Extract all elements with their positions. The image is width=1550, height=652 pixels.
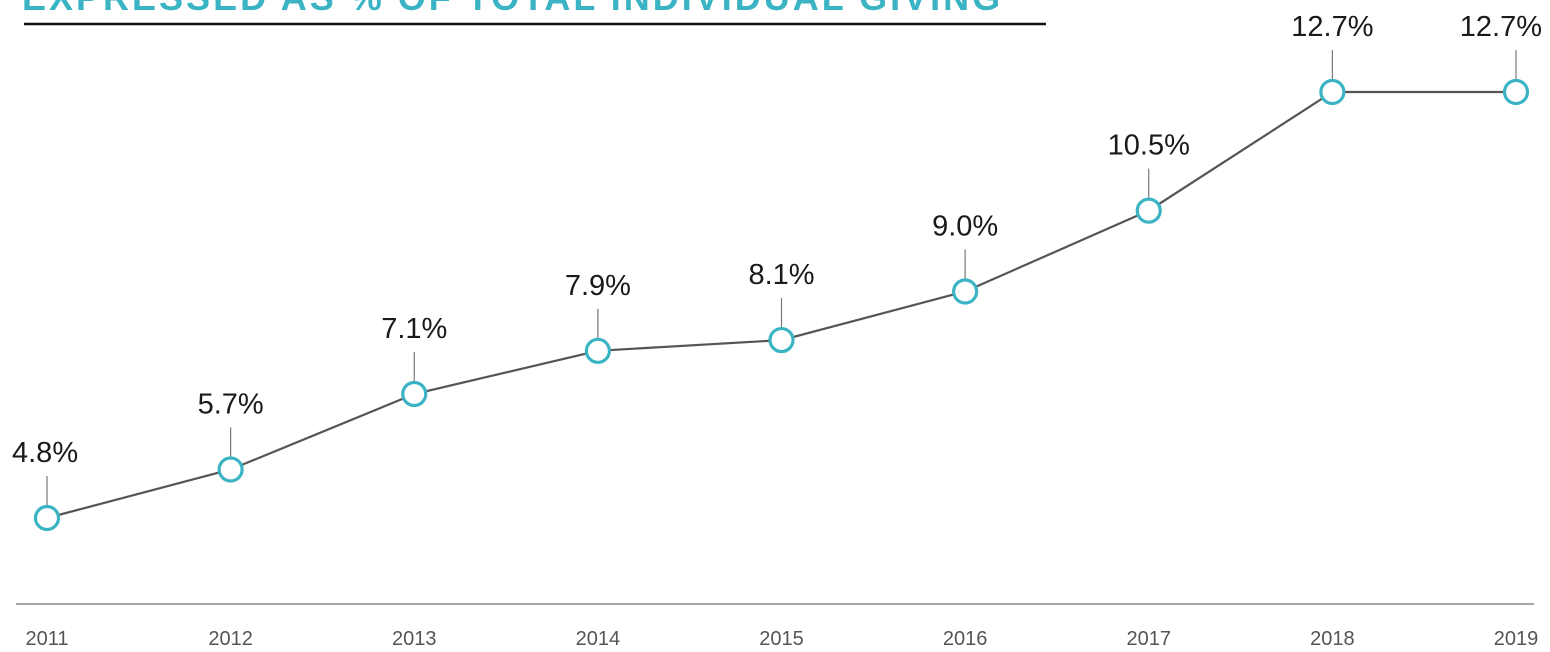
data-point xyxy=(33,504,61,532)
data-point xyxy=(1502,78,1530,106)
data-point xyxy=(1135,197,1162,224)
x-tick-label: 2012 xyxy=(208,628,253,650)
x-tick-label: 2016 xyxy=(943,628,988,650)
x-tick-label: 2013 xyxy=(392,628,437,650)
x-tick-label: 2011 xyxy=(25,628,68,650)
data-point xyxy=(401,380,428,408)
series-group xyxy=(33,78,1530,532)
data-point xyxy=(952,278,979,305)
labels-group: 4.8% 5.7% 7.1% 7.9% 8.1% 9.0% 10.5% 12.7% 12.7% xyxy=(12,11,1542,505)
x-tick-label: 2015 xyxy=(759,628,804,650)
data-point xyxy=(584,337,611,364)
data-label: 5.7% xyxy=(198,388,264,420)
data-label: 10.5% xyxy=(1108,130,1190,162)
data-point xyxy=(768,326,795,354)
x-tick-label: 2019 xyxy=(1494,628,1539,650)
chart-title: EXPRESSED AS % OF TOTAL INDIVIDUAL GIVIN… xyxy=(22,0,1003,18)
x-tick-label: 2014 xyxy=(576,628,621,650)
data-label: 9.0% xyxy=(932,211,998,243)
data-label: 12.7% xyxy=(1291,11,1373,43)
data-label: 4.8% xyxy=(12,437,78,469)
data-label: 7.1% xyxy=(381,313,447,345)
x-tick-label: 2018 xyxy=(1310,628,1355,650)
data-point xyxy=(1319,78,1346,106)
data-point xyxy=(217,456,244,483)
data-label: 12.7% xyxy=(1460,11,1542,43)
data-label: 8.1% xyxy=(748,259,814,291)
data-label: 7.9% xyxy=(565,270,631,302)
x-tick-labels: 2011 2012 2013 2014 2015 2016 2017 2018 2019 xyxy=(25,628,1538,650)
x-tick-label: 2017 xyxy=(1127,628,1172,650)
